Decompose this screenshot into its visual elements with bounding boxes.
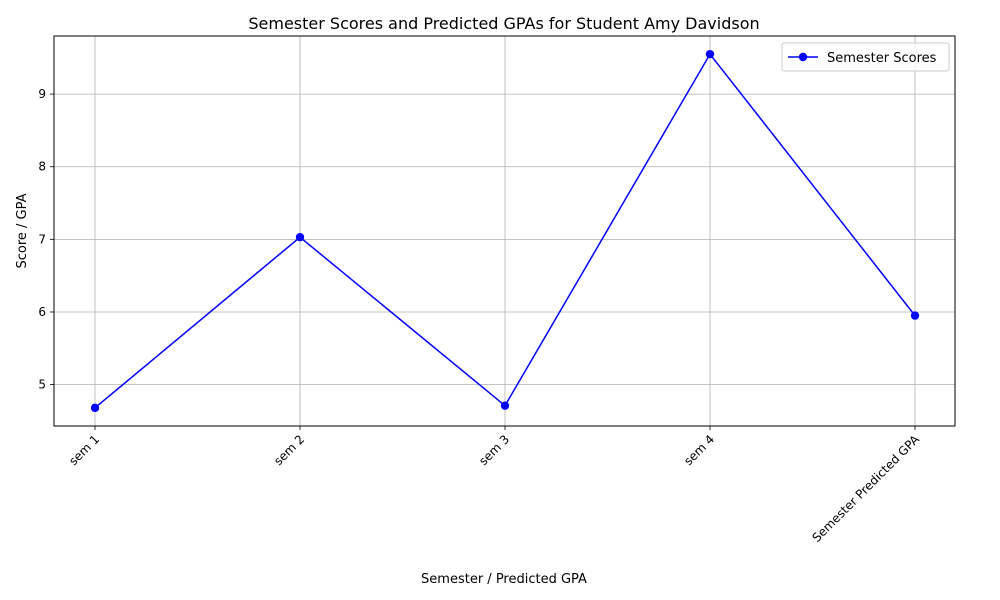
y-axis: 5 6 7 8 9	[38, 87, 54, 392]
grid	[54, 36, 955, 426]
x-axis-label: Semester / Predicted GPA	[421, 572, 587, 587]
data-point	[910, 311, 920, 320]
chart-title: Semester Scores and Predicted GPAs for S…	[248, 14, 759, 33]
data-point	[90, 403, 100, 413]
y-tick-label: 6	[38, 305, 46, 319]
legend: Semester Scores	[781, 42, 950, 72]
y-axis-label: Score / GPA	[15, 193, 30, 268]
data-point	[295, 232, 305, 242]
y-tick-label: 9	[38, 87, 46, 101]
legend-box	[781, 42, 950, 72]
data-point	[500, 401, 510, 410]
y-tick-label: 5	[38, 378, 46, 392]
data-point	[705, 49, 715, 59]
y-tick-label: 8	[38, 160, 46, 174]
y-tick-label: 7	[38, 232, 46, 246]
series-group	[90, 49, 920, 413]
plot-area	[53, 35, 956, 427]
legend-point-marker	[798, 52, 808, 62]
legend-label: Semester Scores	[827, 51, 937, 66]
